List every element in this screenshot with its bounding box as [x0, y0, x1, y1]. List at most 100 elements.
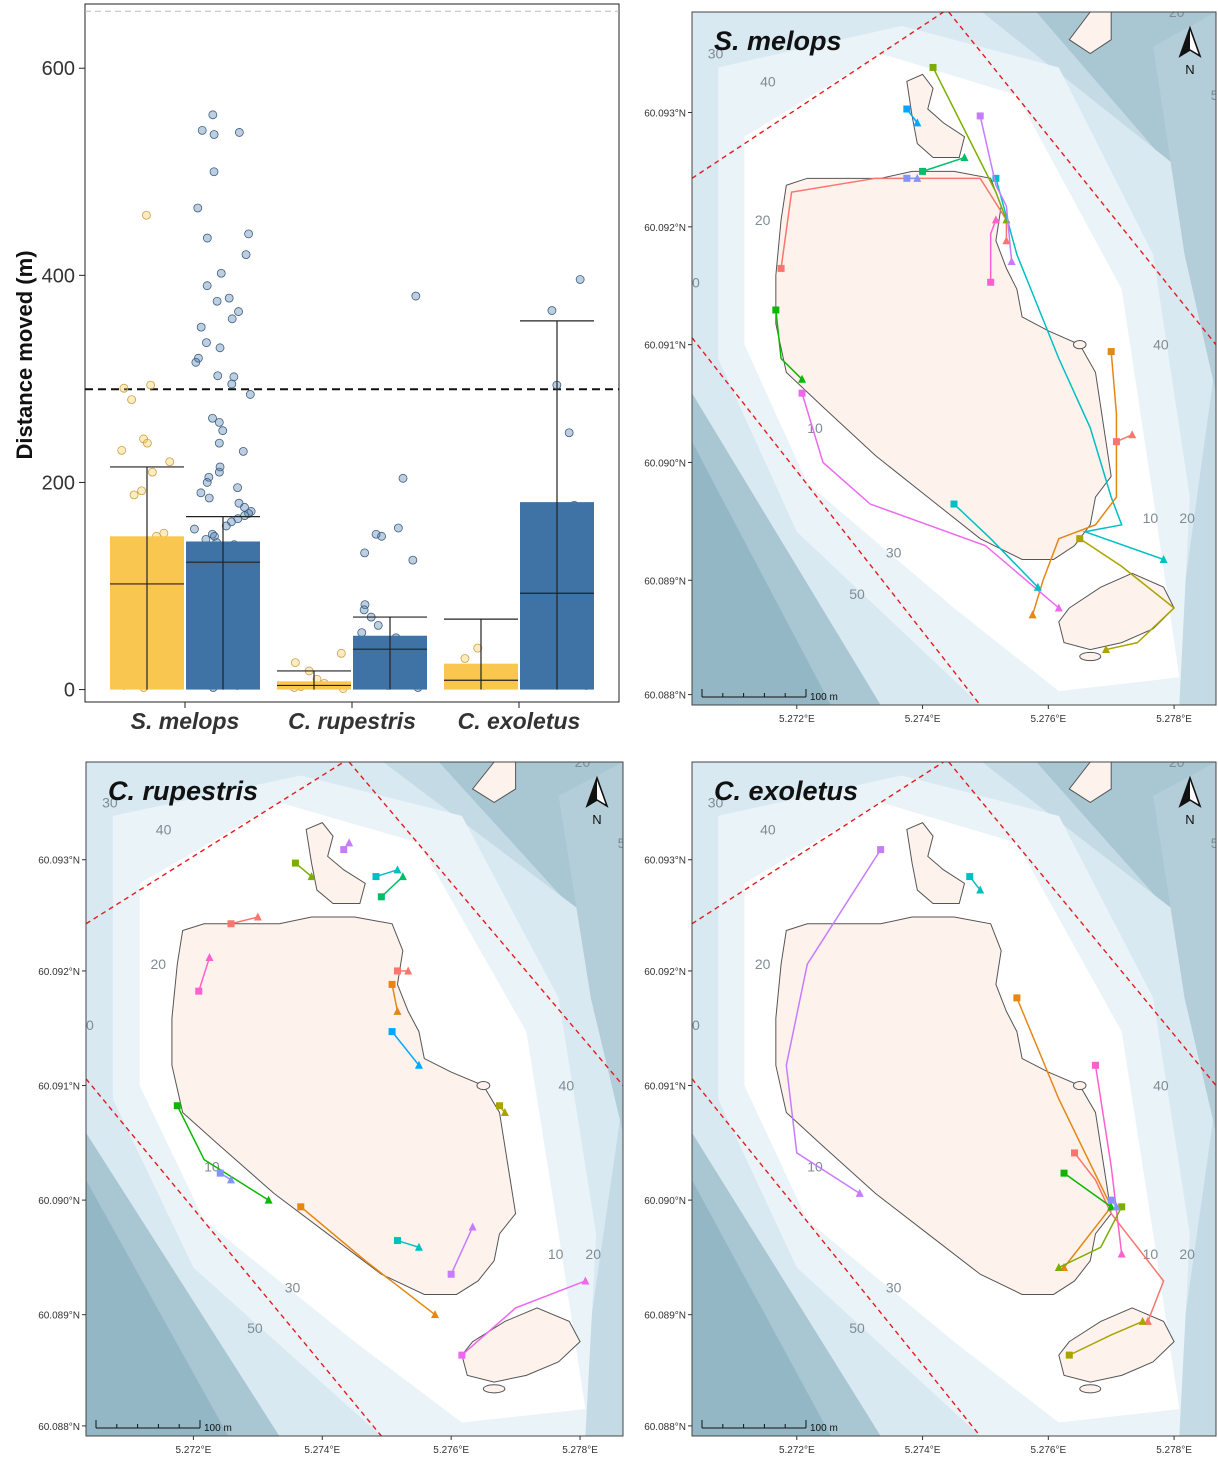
- data-point: [165, 457, 175, 467]
- data-point: [147, 467, 157, 477]
- track-start-marker: [227, 920, 235, 928]
- depth-label: 30: [102, 794, 118, 810]
- lat-tick-label: 60.088°N: [644, 691, 686, 702]
- fish-track: [1016, 997, 1113, 1268]
- lat-tick-label: 60.092°N: [38, 967, 80, 978]
- x-tick-label: C. rupestris: [288, 708, 416, 734]
- track-start-marker: [1107, 348, 1115, 356]
- depth-label: 30: [886, 545, 902, 561]
- track-start-marker: [950, 500, 958, 508]
- scale-label: 100 m: [810, 692, 838, 703]
- data-point: [290, 658, 300, 668]
- data-point: [224, 293, 234, 303]
- data-point: [129, 490, 139, 500]
- track-start-marker: [372, 873, 380, 881]
- depth-label: 10: [1143, 1246, 1159, 1262]
- data-point: [398, 473, 408, 483]
- data-point: [221, 521, 231, 531]
- data-point: [209, 130, 219, 139]
- track-end-marker: [913, 173, 922, 182]
- data-point: [208, 110, 218, 120]
- north-label: N: [592, 812, 601, 827]
- lon-tick-label: 5.272°E: [779, 1445, 815, 1456]
- track-start-marker: [919, 167, 927, 175]
- track-end-marker: [1028, 610, 1037, 619]
- data-point: [214, 467, 224, 477]
- deep-corner-ne: [1153, 12, 1216, 394]
- track-start-marker: [173, 1102, 181, 1110]
- track-start-marker: [388, 980, 396, 988]
- lon-tick-label: 5.276°E: [1030, 714, 1066, 725]
- track-end-marker: [1138, 1316, 1147, 1325]
- data-point: [202, 281, 212, 291]
- data-point: [408, 555, 418, 565]
- track-end-marker: [1159, 554, 1168, 563]
- data-point: [196, 322, 206, 332]
- lat-tick-label: 60.093°N: [38, 856, 80, 867]
- data-point: [473, 643, 483, 653]
- fish-track: [801, 392, 1060, 609]
- data-point: [202, 233, 212, 243]
- track-end-marker: [1101, 645, 1110, 654]
- data-point: [213, 371, 223, 381]
- depth-label: 20: [150, 956, 166, 972]
- track-start-marker: [297, 1203, 305, 1211]
- lon-tick-label: 5.278°E: [1156, 1445, 1192, 1456]
- depth-label: 10: [548, 1246, 564, 1262]
- fish-track: [1094, 1065, 1123, 1255]
- boundary-line: [692, 762, 944, 925]
- lat-tick-label: 60.088°N: [38, 1422, 80, 1433]
- data-point: [146, 380, 156, 390]
- track-start-marker: [1060, 1169, 1068, 1177]
- islet: [482, 1384, 506, 1394]
- axes: 0 200 400 600 S. melops C. rupestris C. exolet…: [42, 58, 581, 734]
- data-point: [360, 548, 370, 558]
- data-point: [117, 445, 127, 455]
- grid-lines: [85, 10, 619, 391]
- track-end-marker: [1128, 430, 1137, 439]
- track-start-marker: [987, 278, 995, 286]
- islet: [1079, 1384, 1102, 1394]
- deep-corner-ne: [558, 762, 623, 1133]
- data-point: [190, 524, 199, 534]
- track-end-marker: [798, 374, 807, 383]
- fish-track: [1068, 1320, 1143, 1356]
- track-start-marker: [903, 174, 911, 182]
- track-start-marker: [377, 893, 385, 901]
- y-tick-label: 200: [42, 472, 75, 494]
- fish-track: [979, 115, 1013, 262]
- depth-label: 20: [1179, 1246, 1195, 1262]
- track-start-marker: [1065, 1351, 1073, 1359]
- data-point: [393, 523, 403, 533]
- track-end-marker: [855, 1188, 864, 1197]
- data-point: [460, 654, 470, 663]
- fish-track: [995, 178, 1164, 561]
- track-start-marker: [1071, 1149, 1079, 1157]
- y-axis-label: Distance moved (m): [12, 250, 37, 459]
- map-frame: [85, 761, 624, 1437]
- track-end-marker: [1054, 603, 1063, 612]
- depth-label: 30: [285, 1280, 301, 1296]
- track-start-marker: [1112, 438, 1120, 446]
- data-point: [218, 426, 228, 436]
- data-point: [214, 438, 224, 448]
- map-title: C. rupestris: [108, 776, 258, 806]
- depth-label: 50: [247, 1320, 263, 1336]
- island: [1068, 12, 1112, 55]
- track-start-marker: [195, 987, 203, 995]
- lon-tick-label: 5.276°E: [433, 1445, 469, 1456]
- track-end-marker: [1033, 582, 1042, 591]
- island: [906, 73, 966, 159]
- track-start-marker: [798, 389, 806, 397]
- data-point: [564, 428, 574, 438]
- depth-label: 20: [755, 212, 771, 228]
- fish-track: [932, 67, 1008, 221]
- north-label: N: [1185, 62, 1194, 77]
- depth-label: 50: [1211, 87, 1218, 103]
- data-point: [357, 628, 367, 638]
- depth-label: 0: [692, 1017, 700, 1033]
- deep-corner-sw: [692, 441, 831, 705]
- data-point: [359, 605, 369, 615]
- track-end-marker: [404, 966, 413, 975]
- depth-label: 40: [760, 821, 776, 837]
